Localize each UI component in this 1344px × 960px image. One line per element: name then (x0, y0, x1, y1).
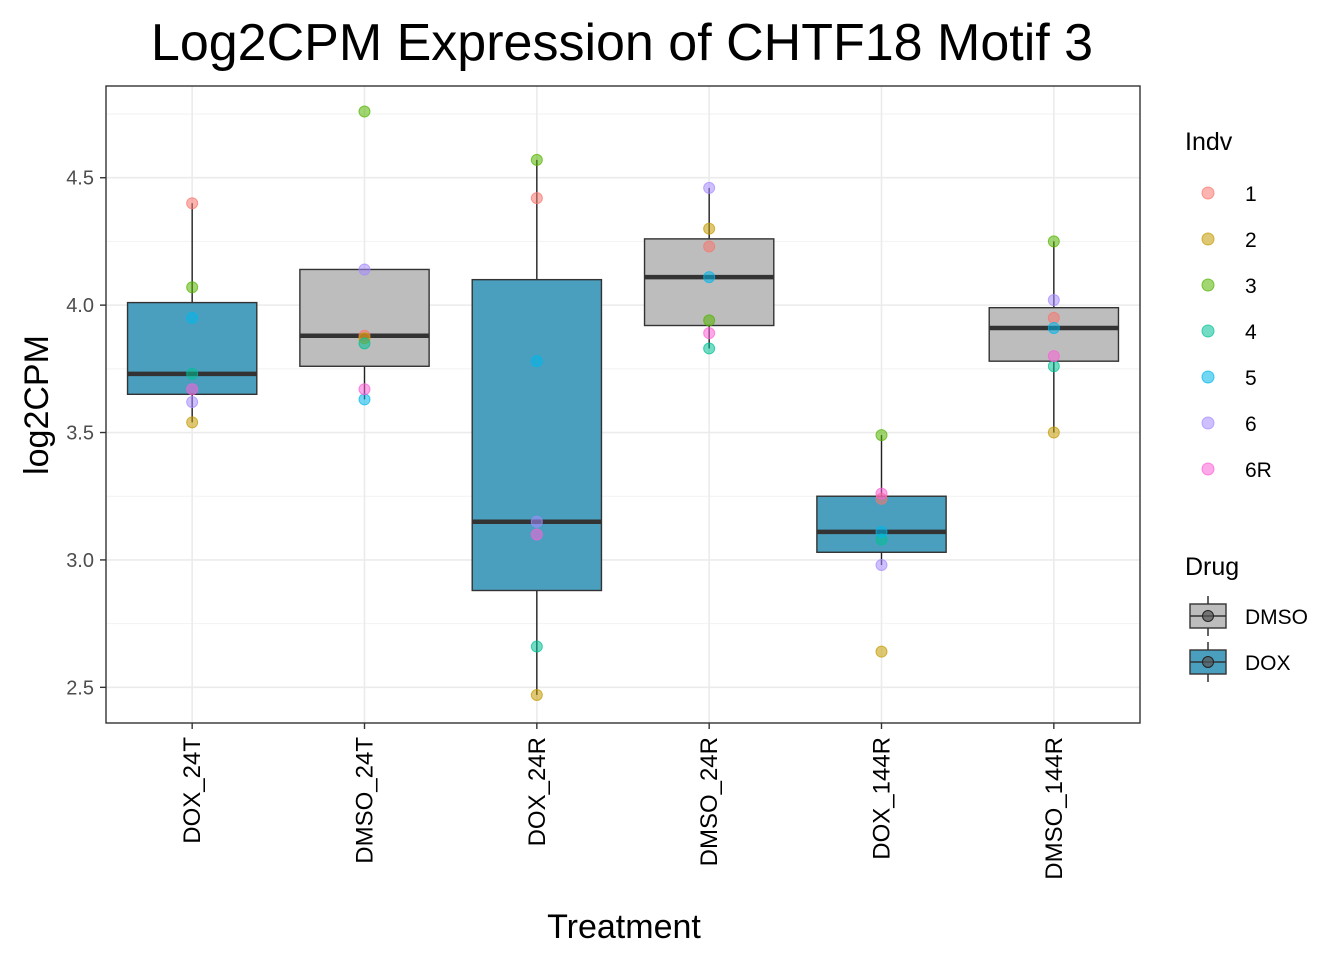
box-iqr (471, 278, 603, 592)
data-point-DOX_24R-indv-3 (530, 153, 543, 166)
y-tick-label: 2.5 (66, 677, 94, 699)
data-point-DMSO_24T-indv-6R (358, 383, 371, 396)
legend-key-indv-2 (1201, 232, 1215, 246)
legend-label-indv: 3 (1245, 275, 1257, 298)
data-point-DMSO_144R-indv-6 (1047, 294, 1060, 307)
legend-key-point (1202, 656, 1214, 668)
legend-label-indv: 6 (1245, 413, 1257, 436)
data-point-DOX_24T-indv-2 (186, 416, 199, 429)
y-tick-label: 4.0 (66, 295, 94, 317)
plot-panel (106, 86, 1140, 723)
data-point-DMSO_24R-indv-6R (703, 327, 716, 340)
y-tick-label: 4.5 (66, 168, 94, 190)
data-point-DOX_144R-indv-5 (875, 525, 888, 538)
data-point-DMSO_24T-indv-4 (358, 337, 371, 350)
data-point-DOX_144R-indv-6R (875, 487, 888, 500)
legend-key-indv-5 (1201, 370, 1215, 384)
data-point-DMSO_24R-indv-6 (703, 181, 716, 194)
data-point-DMSO_144R-indv-4 (1047, 360, 1060, 373)
legend-label-drug: DOX (1245, 652, 1291, 675)
legend-label-drug: DMSO (1245, 606, 1308, 629)
x-axis-title: Treatment (547, 908, 701, 946)
legend-title-indv: Indv (1185, 128, 1233, 156)
legend-key-indv-6 (1201, 416, 1215, 430)
y-tick-label: 3.5 (66, 423, 94, 445)
data-point-DMSO_24R-indv-4 (703, 342, 716, 355)
data-point-DOX_24R-indv-6R (530, 528, 543, 541)
panel-border (105, 85, 1141, 724)
chart-title: Log2CPM Expression of CHTF18 Motif 3 (151, 14, 1093, 72)
data-point-DOX_24R-indv-4 (530, 640, 543, 653)
data-point-DOX_144R-indv-6 (875, 559, 888, 572)
data-point-DOX_24T-indv-6 (186, 395, 199, 408)
legend-key-indv-1 (1201, 186, 1215, 200)
legend-label-indv: 1 (1245, 183, 1257, 206)
data-point-DMSO_24T-indv-3 (358, 105, 371, 118)
x-tick-label: DMSO_24R (696, 737, 723, 866)
indv-legend: Indv 1 2 3 4 5 6 6R (1185, 128, 1272, 482)
data-point-DMSO_24R-indv-3 (703, 314, 716, 327)
legend-label-indv: 2 (1245, 229, 1257, 252)
legend-key-drug-DOX (1189, 642, 1227, 682)
drug-legend: Drug DMSO DOX (1185, 553, 1308, 682)
legend-label-indv: 6R (1245, 459, 1272, 482)
data-point-DOX_144R-indv-3 (875, 429, 888, 442)
data-point-DOX_24T-indv-4 (186, 367, 199, 380)
panel-background (106, 86, 1140, 723)
data-point-DMSO_24R-indv-2 (703, 222, 716, 235)
legend-label-indv: 4 (1245, 321, 1257, 344)
x-tick-label: DOX_24R (524, 737, 551, 846)
data-point-DOX_24T-indv-5 (186, 311, 199, 324)
data-point-DMSO_144R-indv-5 (1047, 322, 1060, 335)
data-point-DMSO_24T-indv-5 (358, 393, 371, 406)
y-axis: 2.5 3.0 3.5 4.0 4.5 (66, 168, 106, 699)
legend-key-indv-3 (1201, 278, 1215, 292)
x-tick-label: DMSO_144R (1041, 737, 1068, 880)
data-point-DOX_144R-indv-2 (875, 645, 888, 658)
legend-label-indv: 5 (1245, 367, 1257, 390)
y-tick-label: 3.0 (66, 550, 94, 572)
legend-title-drug: Drug (1185, 553, 1239, 581)
legend-key-indv-4 (1201, 324, 1215, 338)
data-point-DMSO_24T-indv-6 (358, 263, 371, 276)
data-point-DOX_24R-indv-6 (530, 515, 543, 528)
data-point-DOX_24T-indv-1 (186, 197, 199, 210)
box-DMSO_24T (299, 268, 430, 400)
data-point-DMSO_144R-indv-2 (1047, 426, 1060, 439)
legend-key-indv-6R (1201, 462, 1215, 476)
data-point-DMSO_24R-indv-1 (703, 240, 716, 253)
data-point-DOX_24R-indv-5 (530, 355, 543, 368)
legend-key-drug-DMSO (1189, 596, 1227, 636)
x-tick-label: DOX_24T (179, 737, 206, 844)
data-points (186, 105, 1060, 701)
x-axis: DOX_24T DMSO_24T DOX_24R DMSO_24R DOX_144R DM… (179, 723, 1068, 880)
data-point-DMSO_144R-indv-1 (1047, 311, 1060, 324)
data-point-DOX_24T-indv-6R (186, 383, 199, 396)
data-point-DMSO_24R-indv-5 (703, 271, 716, 284)
data-point-DMSO_144R-indv-6R (1047, 350, 1060, 363)
legend-key-point (1202, 610, 1214, 622)
x-tick-label: DOX_144R (869, 737, 896, 860)
y-axis-title: log2CPM (18, 335, 56, 475)
data-point-DMSO_144R-indv-3 (1047, 235, 1060, 248)
data-point-DOX_24T-indv-3 (186, 281, 199, 294)
data-point-DOX_24R-indv-2 (530, 688, 543, 701)
data-point-DOX_24R-indv-1 (530, 192, 543, 205)
x-tick-label: DMSO_24T (352, 737, 379, 864)
box-iqr (299, 268, 430, 367)
